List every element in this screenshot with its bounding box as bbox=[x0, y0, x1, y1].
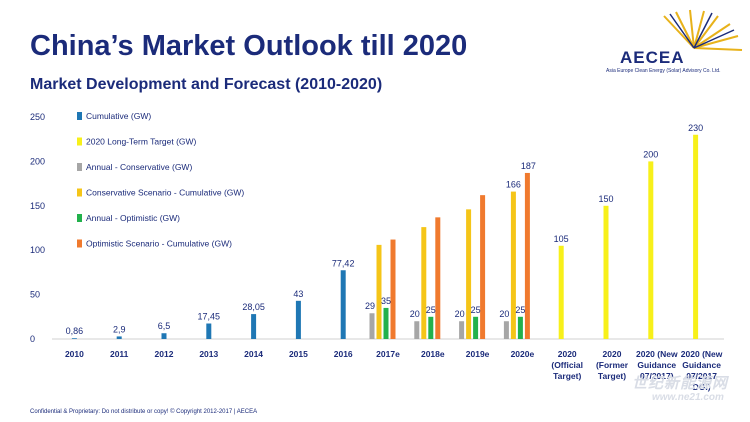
legend-swatch-cumulative bbox=[77, 112, 82, 120]
bar-conservative-annual bbox=[369, 313, 375, 339]
data-label-cumulative: 0,86 bbox=[66, 326, 84, 336]
bar-cumulative bbox=[340, 270, 346, 339]
data-label-optimistic-annual: 25 bbox=[515, 305, 525, 315]
x-tick-label: 2010 bbox=[65, 349, 84, 359]
footer-copyright: Confidential & Proprietary: Do not distr… bbox=[30, 409, 258, 415]
x-tick-label: 2016 bbox=[334, 349, 353, 359]
data-label-cumulative: 6,5 bbox=[158, 321, 171, 331]
data-label-conservative-annual: 29 bbox=[365, 301, 375, 311]
legend-label-conservative-annual: Annual - Conservative (GW) bbox=[86, 162, 192, 172]
bar-optimistic-annual bbox=[383, 307, 389, 339]
y-tick-label: 200 bbox=[30, 156, 45, 166]
data-label-conservative-annual: 20 bbox=[499, 309, 509, 319]
data-label-optimistic-cumulative: 187 bbox=[521, 161, 536, 171]
bar-optimistic-cumulative bbox=[480, 195, 486, 339]
x-tick-label: 2017e bbox=[376, 349, 400, 359]
data-label-target: 150 bbox=[598, 194, 613, 204]
legend-swatch-target bbox=[77, 137, 82, 146]
x-tick-label: 2020 (New Guidance 07/2017 DGI) bbox=[681, 349, 723, 392]
watermark-url: www.ne21.com bbox=[652, 392, 724, 403]
legend-label-cumulative: Cumulative (GW) bbox=[86, 111, 151, 121]
bar-optimistic-cumulative bbox=[435, 217, 441, 339]
data-label-cumulative: 28,05 bbox=[242, 302, 265, 312]
bar-cumulative bbox=[295, 300, 301, 339]
data-label-cumulative: 43 bbox=[293, 289, 303, 299]
data-label-optimistic-annual: 35 bbox=[381, 296, 391, 306]
bar-conservative-cumulative bbox=[376, 244, 382, 339]
y-tick-label: 0 bbox=[30, 334, 35, 344]
bar-cumulative bbox=[161, 333, 167, 339]
bar-optimistic-cumulative bbox=[390, 239, 396, 339]
legend-label-target: 2020 Long-Term Target (GW) bbox=[86, 137, 197, 147]
x-tick-label: 2012 bbox=[155, 349, 174, 359]
legend-label-conservative-cumulative: Conservative Scenario - Cumulative (GW) bbox=[86, 188, 244, 198]
data-label-target: 230 bbox=[688, 123, 703, 133]
x-tick-label: 2020 (Official Target) bbox=[551, 349, 583, 381]
legend-label-optimistic-annual: Annual - Optimistic (GW) bbox=[86, 213, 180, 223]
bar-optimistic-annual bbox=[517, 316, 523, 339]
legend-swatch-optimistic-annual bbox=[77, 214, 82, 222]
y-tick-label: 50 bbox=[30, 290, 40, 300]
bar-cumulative bbox=[116, 336, 122, 339]
data-label-target: 105 bbox=[554, 234, 569, 244]
logo-name: AECEA bbox=[620, 48, 685, 67]
bar-target bbox=[603, 205, 609, 339]
x-tick-label: 2020e bbox=[511, 349, 535, 359]
bar-target bbox=[693, 134, 699, 339]
watermark-text: 世纪新能源网 bbox=[632, 375, 729, 392]
slide-title: China’s Market Outlook till 2020 bbox=[30, 30, 468, 62]
legend-swatch-optimistic-cumulative bbox=[77, 239, 82, 248]
x-tick-label: 2018e bbox=[421, 349, 445, 359]
bar-target bbox=[648, 161, 654, 339]
data-label-conservative-cumulative: 166 bbox=[506, 180, 521, 190]
legend-swatch-conservative-annual bbox=[77, 163, 82, 171]
legend-label-optimistic-cumulative: Optimistic Scenario - Cumulative (GW) bbox=[86, 239, 232, 249]
bar-conservative-annual bbox=[503, 321, 509, 339]
bar-cumulative bbox=[71, 338, 77, 339]
bar-optimistic-cumulative bbox=[524, 172, 530, 339]
logo-tagline: Asia Europe Clean Energy (Solar) Advisor… bbox=[606, 68, 721, 74]
x-tick-label: 2013 bbox=[199, 349, 218, 359]
bar-conservative-annual bbox=[414, 321, 420, 339]
bar-cumulative bbox=[206, 323, 212, 339]
data-label-optimistic-annual: 25 bbox=[471, 305, 481, 315]
data-label-target: 200 bbox=[643, 149, 658, 159]
bar-cumulative bbox=[251, 314, 257, 339]
bar-conservative-annual bbox=[459, 321, 465, 339]
legend-swatch-conservative-cumulative bbox=[77, 188, 82, 197]
x-tick-label: 2020 (New Guidance 07/2017) bbox=[636, 349, 678, 381]
data-label-cumulative: 17,45 bbox=[198, 312, 221, 322]
logo-sunburst-icon bbox=[663, 9, 743, 51]
data-label-conservative-annual: 20 bbox=[455, 309, 465, 319]
x-tick-label: 2011 bbox=[110, 349, 129, 359]
data-label-conservative-annual: 20 bbox=[410, 309, 420, 319]
x-tick-label: 2015 bbox=[289, 349, 308, 359]
y-tick-label: 150 bbox=[30, 201, 45, 211]
x-tick-label: 2014 bbox=[244, 349, 263, 359]
data-label-cumulative: 2,9 bbox=[113, 324, 126, 334]
x-tick-label: 2019e bbox=[466, 349, 490, 359]
x-tick-label: 2020 (Former Target) bbox=[596, 349, 629, 381]
bar-conservative-cumulative bbox=[421, 227, 427, 339]
bar-conservative-cumulative bbox=[510, 191, 516, 339]
bar-target bbox=[558, 245, 564, 339]
data-label-cumulative: 77,42 bbox=[332, 258, 355, 268]
data-label-optimistic-annual: 25 bbox=[426, 305, 436, 315]
bar-optimistic-annual bbox=[473, 316, 479, 339]
y-tick-label: 250 bbox=[30, 112, 45, 122]
y-tick-label: 100 bbox=[30, 245, 45, 255]
bar-conservative-cumulative bbox=[466, 209, 472, 339]
slide-subtitle: Market Development and Forecast (2010-20… bbox=[30, 76, 383, 93]
bar-optimistic-annual bbox=[428, 316, 434, 339]
